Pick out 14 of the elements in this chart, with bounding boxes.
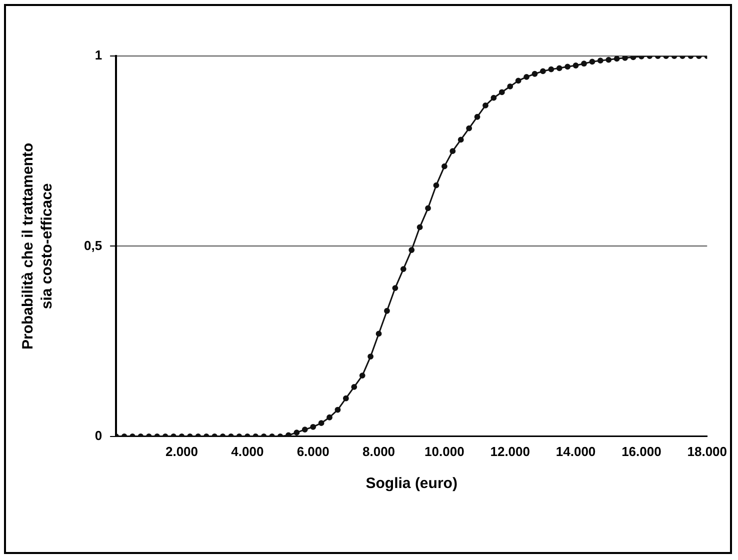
y-tick-label: 0,5 (84, 238, 102, 253)
x-tick-label: 4.000 (231, 444, 264, 459)
y-tick-label: 0 (94, 428, 102, 443)
x-tick-label: 8.000 (362, 444, 396, 459)
y-tick-label: 1 (94, 48, 102, 63)
y-axis-title: Probabilità che il trattamento sia costo-efficace (20, 142, 56, 350)
x-tick-label: 18.000 (687, 444, 727, 459)
x-tick-label: 6.000 (296, 444, 330, 459)
x-tick-label: 10.000 (424, 444, 464, 459)
x-tick-label: 16.000 (622, 444, 662, 459)
x-tick-label: 14.000 (556, 444, 596, 459)
x-tick-label: 2.000 (165, 444, 198, 459)
x-axis-title: Soglia (euro) (366, 475, 458, 492)
x-tick-label: 12.000 (490, 444, 530, 459)
